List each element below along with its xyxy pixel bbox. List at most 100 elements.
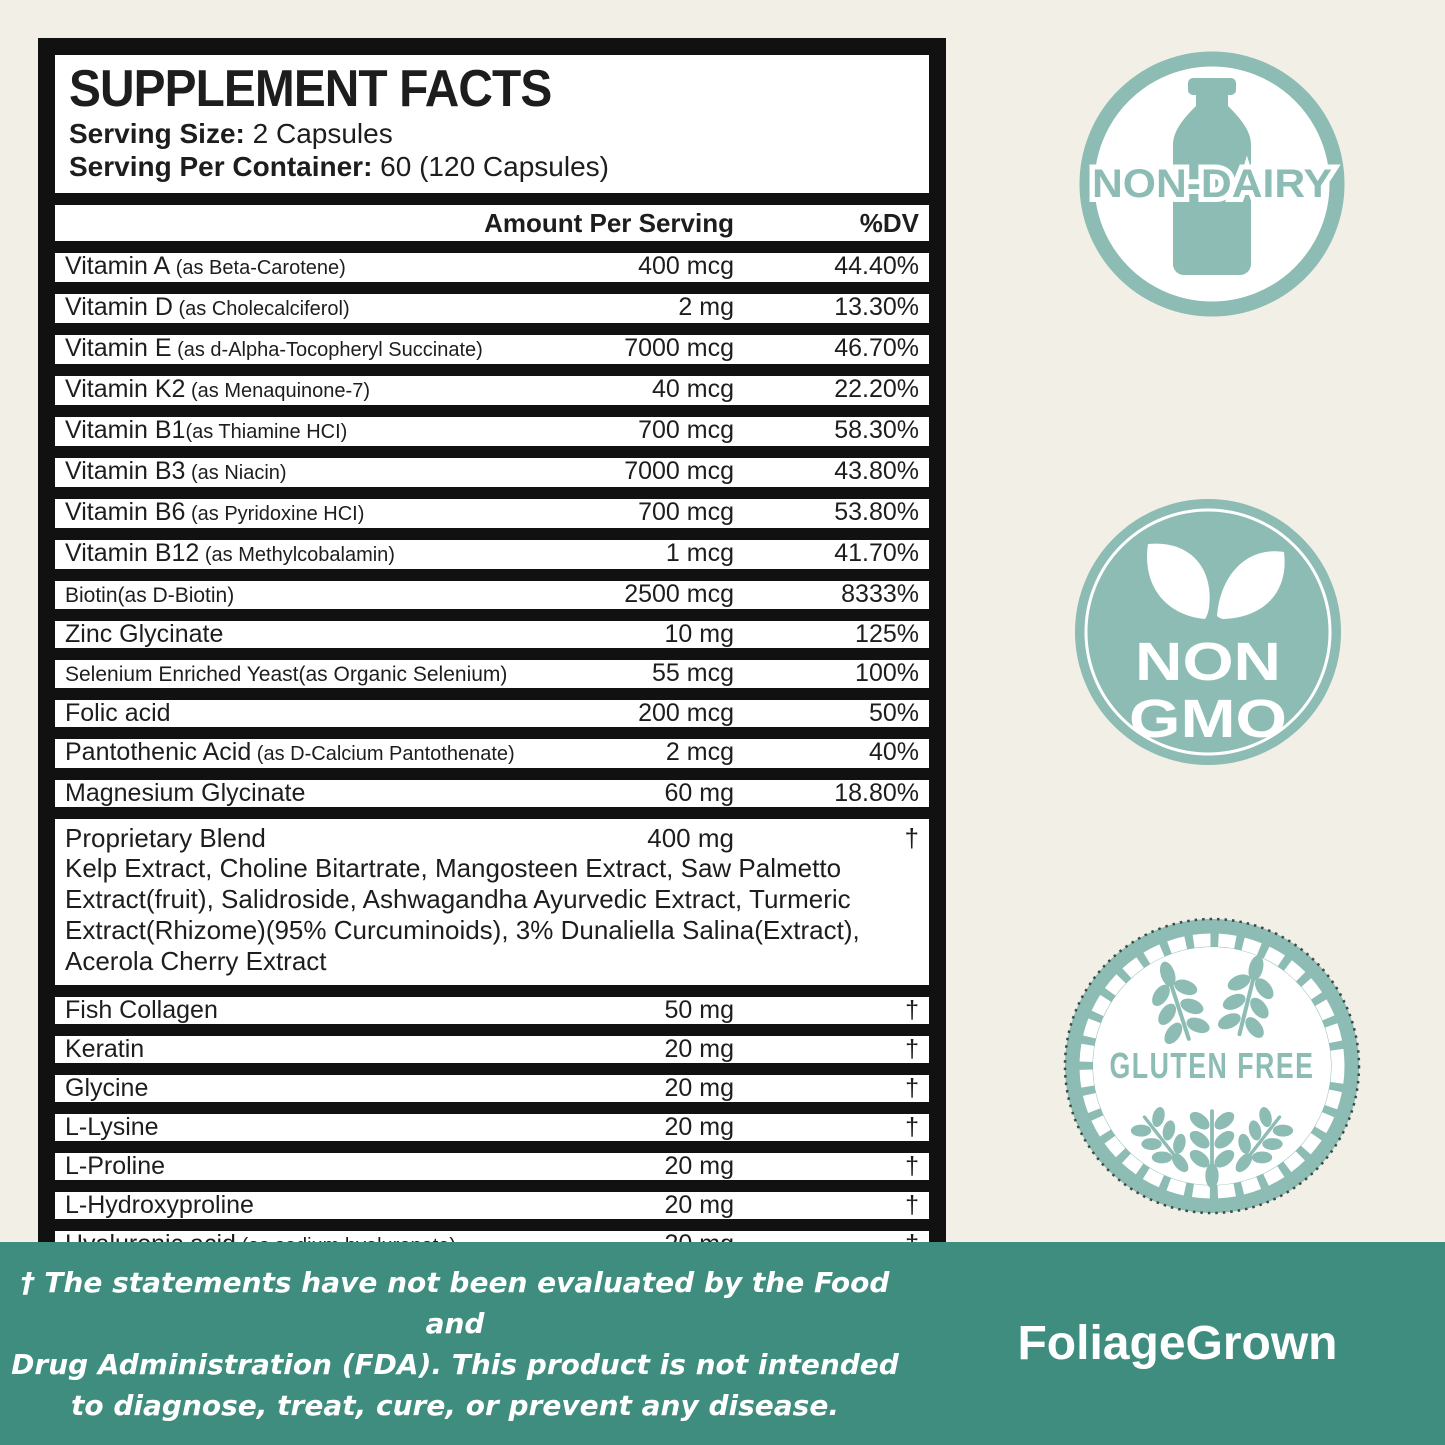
nutrient-name: Vitamin A — [65, 254, 171, 280]
nutrient-name: Vitamin K2 — [65, 377, 186, 403]
dv-cell: 18.80% — [834, 779, 919, 807]
dv-cell: † — [905, 1035, 919, 1063]
nutrient-name: L-Lysine — [65, 1115, 159, 1140]
table-row: Biotin(as D-Biotin) 2500 mcg 8333% — [52, 578, 932, 612]
gluten-free-badge: GLUTEN FREE — [1062, 916, 1362, 1221]
nutrient-note: (as Niacin) — [185, 462, 287, 484]
column-header-row: Amount Per Serving %DV — [52, 202, 932, 244]
amount-cell: 60 mg — [664, 779, 734, 807]
dv-cell: 40% — [868, 738, 919, 766]
blend-name: Proprietary Blend — [65, 823, 266, 853]
non-gmo-label-line2: GMO — [1129, 689, 1287, 749]
nutrient-note: (as Menaquinone-7) — [185, 380, 370, 402]
dv-cell: † — [905, 1191, 919, 1219]
table-row: Vitamin K2 (as Menaquinone-7) 40 mcg 22.20… — [52, 373, 932, 408]
non-dairy-badge-graphic: NON-DAIRY — [1079, 51, 1345, 317]
amount-cell: 20 mg — [664, 1191, 734, 1219]
nutrient-name: L-Hydroxyproline — [65, 1193, 254, 1218]
brand-name: FoliageGrown — [1017, 1317, 1338, 1370]
nutrient-name: Vitamin B6 — [65, 500, 186, 526]
nutrient-name: Pantothenic Acid — [65, 740, 252, 766]
table-row: L-Lysine 20 mg † — [52, 1111, 932, 1144]
amount-column-header: Amount Per Serving — [484, 208, 734, 238]
table-row: Selenium Enriched Yeast(as Organic Selen… — [52, 657, 932, 691]
non-dairy-badge: NON-DAIRY — [1072, 44, 1352, 329]
nutrient-note: (as Cholecalciferol) — [172, 298, 350, 320]
table-row: Vitamin E (as d-Alpha-Tocopheryl Succina… — [52, 332, 932, 367]
dv-cell: 22.20% — [834, 375, 919, 403]
nutrient-name: Keratin — [65, 1037, 145, 1062]
amount-cell: 7000 mcg — [624, 457, 734, 485]
amount-cell: 2 mg — [678, 293, 734, 321]
blend-description: Kelp Extract, Choline Bitartrate, Mangos… — [65, 853, 860, 976]
amount-cell: 20 mg — [664, 1074, 734, 1102]
amount-cell: 200 mcg — [638, 699, 734, 727]
disclaimer-line: Drug Administration (FDA). This product … — [11, 1347, 899, 1381]
disclaimer-line: to diagnose, treat, cure, or prevent any… — [71, 1388, 839, 1422]
table-row: Fish Collagen 50 mg † — [52, 994, 932, 1027]
non-dairy-label: NON-DAIRY — [1092, 162, 1332, 206]
nutrient-note: (as d-Alpha-Tocopheryl Succinate) — [171, 339, 483, 361]
amount-cell: 55 mcg — [652, 659, 734, 687]
nutrient-name: Selenium Enriched Yeast(as Organic Selen… — [65, 663, 508, 686]
amount-cell: 7000 mcg — [624, 334, 734, 362]
dv-cell: 58.30% — [834, 416, 919, 444]
dv-cell: 53.80% — [834, 498, 919, 526]
nutrient-name: L-Proline — [65, 1154, 166, 1179]
dv-cell: 50% — [868, 699, 919, 727]
table-row: Vitamin B12 (as Methylcobalamin) 1 mcg 41.… — [52, 537, 932, 572]
gluten-free-label: GLUTEN FREE — [1110, 1045, 1315, 1086]
nutrient-name: Vitamin D — [65, 295, 173, 321]
amount-cell: 50 mg — [664, 996, 734, 1024]
amount-cell: 2500 mcg — [624, 580, 734, 608]
amount-cell: 700 mcg — [638, 498, 734, 526]
nutrient-name: Biotin(as D-Biotin) — [65, 584, 235, 607]
nutrient-name: Glycine — [65, 1076, 149, 1101]
dv-cell: † — [905, 1074, 919, 1102]
nutrient-note: (as Beta-Carotene) — [170, 257, 346, 279]
nutrient-name: Vitamin B1 — [65, 418, 186, 444]
dv-cell: † — [905, 1113, 919, 1141]
nutrient-name: Vitamin E — [65, 336, 172, 362]
table-row: Vitamin D (as Cholecalciferol) 2 mg 13.30% — [52, 291, 932, 326]
table-row: Magnesium Glycinate 60 mg 18.80% — [52, 777, 932, 810]
dv-cell: 8333% — [841, 580, 919, 608]
disclaimer-line: † The statements have not been evaluated… — [20, 1265, 890, 1340]
facts-title: SUPPLEMENT FACTS — [69, 60, 552, 118]
amount-cell: 20 mg — [664, 1152, 734, 1180]
nutrient-note: (as Thiamine HCI) — [185, 421, 348, 443]
nutrient-name: Vitamin B3 — [65, 459, 186, 485]
table-row: Glycine 20 mg † — [52, 1072, 932, 1105]
dv-cell: 125% — [855, 620, 919, 648]
milk-bottle-icon — [1173, 78, 1251, 275]
table-row: Vitamin B6 (as Pyridoxine HCI) 700 mcg 53.… — [52, 496, 932, 531]
table-row: Folic acid 200 mcg 50% — [52, 697, 932, 730]
supplement-facts-panel: SUPPLEMENT FACTS Serving Size: 2 Capsule… — [38, 38, 946, 1329]
dv-cell: 46.70% — [834, 334, 919, 362]
table-row: Zinc Glycinate 10 mg 125% — [52, 618, 932, 651]
nutrient-note: (as Methylcobalamin) — [199, 544, 395, 566]
non-gmo-badge-graphic: NON GMO — [1075, 499, 1341, 765]
amount-cell: 400 mcg — [638, 252, 734, 280]
table-row: Vitamin B3 (as Niacin) 7000 mcg 43.80% — [52, 455, 932, 490]
dv-cell: 13.30% — [834, 293, 919, 321]
leaves-icon — [1147, 543, 1285, 619]
amount-cell: 1 mcg — [665, 539, 734, 567]
nutrient-name: Fish Collagen — [65, 998, 218, 1023]
amount-cell: 10 mg — [664, 620, 734, 648]
amount-cell: 2 mcg — [665, 738, 734, 766]
facts-header: SUPPLEMENT FACTS Serving Size: 2 Capsule… — [52, 52, 932, 196]
servings-value: 60 (120 Capsules) — [372, 151, 609, 182]
servings-label: Serving Per Container: — [69, 151, 373, 182]
serving-size-value: 2 Capsules — [244, 118, 393, 149]
table-row: Pantothenic Acid (as D-Calcium Pantothen… — [52, 736, 932, 771]
dv-cell: 43.80% — [834, 457, 919, 485]
footer-band: † The statements have not been evaluated… — [0, 1242, 1445, 1445]
dv-cell: † — [905, 996, 919, 1024]
amount-cell: 40 mcg — [652, 375, 734, 403]
table-row: Keratin 20 mg † — [52, 1033, 932, 1066]
nutrient-name: Vitamin B12 — [65, 541, 200, 567]
blend-amount: 400 mg — [647, 823, 734, 853]
dv-cell: 100% — [855, 659, 919, 687]
dv-cell: † — [905, 1152, 919, 1180]
